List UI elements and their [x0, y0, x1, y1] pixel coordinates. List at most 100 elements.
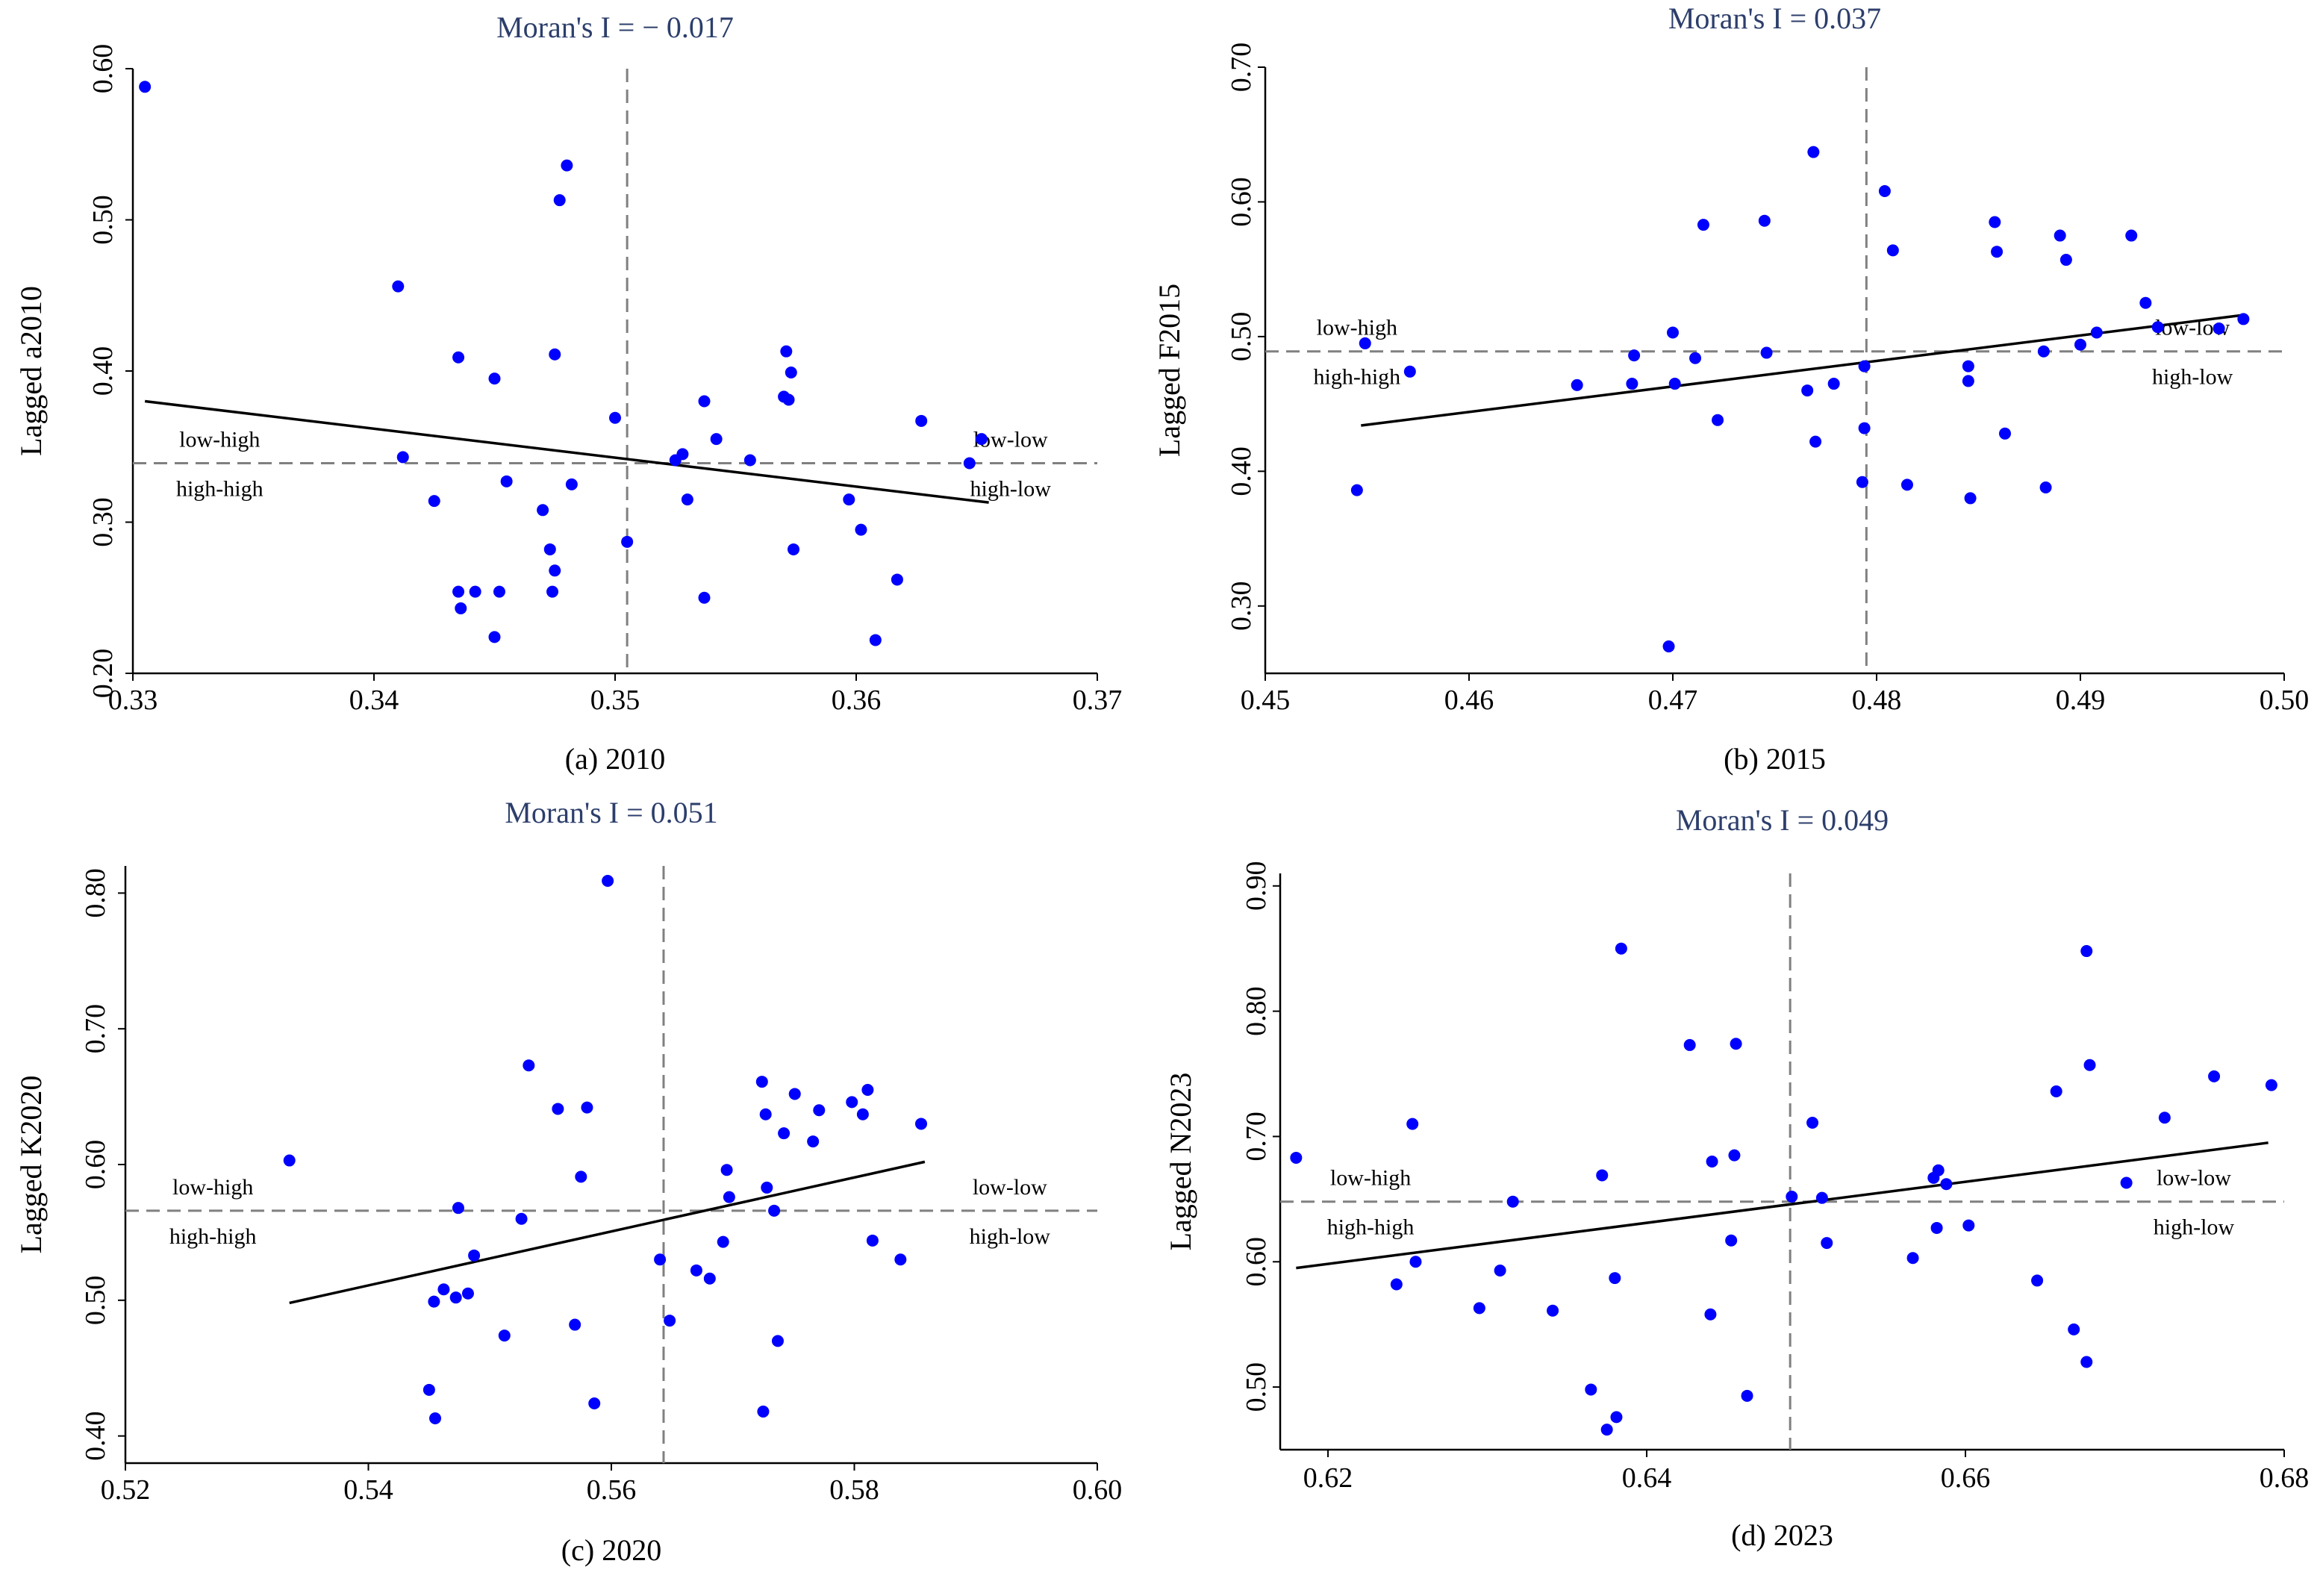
data-point: [1930, 1221, 1943, 1234]
data-point: [2068, 1323, 2080, 1335]
data-point: [1668, 378, 1681, 390]
data-point: [1506, 1195, 1519, 1208]
quadrant-label-high-low: high-low: [2154, 1215, 2235, 1240]
data-point: [2139, 296, 2152, 309]
y-tick-label: 0.60: [1226, 177, 1257, 227]
regression-line: [1361, 314, 2244, 427]
quadrant-label-high-low: high-low: [970, 1224, 1051, 1249]
data-point: [488, 372, 501, 385]
y-tick-label: 0.30: [1226, 582, 1257, 632]
regression-line: [144, 399, 989, 504]
data-point: [500, 475, 513, 487]
data-point: [846, 1096, 858, 1109]
x-tick-label: 0.49: [2056, 685, 2106, 716]
y-tick-label: 0.50: [87, 195, 119, 245]
quadrant-label-low-high: low-high: [1317, 316, 1397, 340]
data-point: [1628, 349, 1641, 362]
data-point: [2208, 1070, 2221, 1082]
data-point: [717, 1235, 729, 1248]
y-tick-label: 0.40: [80, 1411, 111, 1461]
data-point: [1585, 1383, 1597, 1396]
data-point: [549, 564, 561, 577]
panel-2: Moran's I = 0.037 0.45 0.46 0.47 0.48 0.49 0.5…: [1153, 1, 2309, 776]
data-point: [1856, 476, 1868, 488]
data-point: [1547, 1304, 1559, 1317]
x-tick-label: 0.60: [1073, 1474, 1123, 1506]
data-point: [2080, 1356, 2093, 1368]
data-point: [778, 1127, 791, 1140]
data-point: [1494, 1265, 1506, 1277]
data-point: [565, 478, 578, 490]
data-point: [1406, 1117, 1419, 1130]
data-point: [1600, 1424, 1613, 1436]
data-point: [2037, 345, 2050, 358]
data-point: [1827, 378, 1840, 390]
regression-line: [1296, 1141, 2268, 1270]
x-tick-label: 0.34: [349, 685, 399, 716]
data-point: [1359, 337, 1371, 349]
data-point: [488, 631, 501, 643]
panel-1: Moran's I = − 0.017 0.33 0.34 0.35 0.36 0.37 0…: [14, 10, 1122, 776]
data-point: [1704, 1308, 1717, 1321]
data-point: [759, 1108, 772, 1120]
data-point: [1998, 427, 2011, 440]
data-point: [498, 1330, 511, 1342]
data-point: [2074, 338, 2086, 351]
data-point: [1697, 219, 1709, 231]
x-tick-label: 0.56: [587, 1474, 637, 1506]
data-point: [1962, 375, 1974, 387]
data-point: [1809, 435, 1822, 448]
data-point: [437, 1283, 450, 1296]
data-point: [1390, 1278, 1403, 1291]
data-point: [743, 454, 756, 467]
data-point: [468, 1249, 481, 1262]
data-point: [975, 433, 988, 446]
y-tick-label: 0.80: [1241, 986, 1272, 1036]
data-point: [575, 1170, 587, 1183]
y-tick-label: 0.60: [87, 44, 119, 94]
x-tick-label: 0.66: [1941, 1462, 1991, 1494]
data-point: [428, 1295, 440, 1308]
data-point: [2213, 322, 2225, 335]
quadrant-label-high-low: high-low: [970, 477, 1052, 502]
data-point: [785, 367, 797, 379]
quadrant-label-low-high: low-high: [172, 1175, 253, 1200]
data-point: [1473, 1302, 1485, 1315]
data-point: [515, 1212, 528, 1225]
x-tick-label: 0.58: [829, 1474, 879, 1506]
data-point: [523, 1059, 535, 1072]
data-point: [1290, 1151, 1303, 1164]
y-tick-label: 0.40: [87, 346, 119, 396]
data-point: [915, 414, 928, 427]
data-point: [1962, 360, 1974, 372]
panel-title: Moran's I = 0.051: [505, 796, 717, 829]
data-point: [1989, 216, 2001, 228]
data-point: [621, 535, 634, 548]
data-point: [1932, 1164, 1945, 1176]
data-point: [1886, 244, 1899, 257]
quadrant-label-low-low: low-low: [2157, 1166, 2231, 1191]
data-point: [1683, 1038, 1696, 1051]
data-point: [813, 1104, 826, 1117]
data-point: [1409, 1256, 1422, 1268]
panel-4: Moran's I = 0.049 0.62 0.64 0.66 0.68 0.50 0.6…: [1164, 803, 2309, 1552]
data-point: [2054, 229, 2066, 242]
y-tick-label: 0.80: [80, 868, 111, 918]
x-tick-label: 0.64: [1622, 1462, 1672, 1494]
data-point: [698, 395, 711, 408]
x-tick-label: 0.52: [101, 1474, 151, 1506]
data-point: [1741, 1389, 1753, 1402]
data-point: [1403, 365, 1416, 378]
x-tick-label: 0.48: [1852, 685, 1902, 716]
x-tick-label: 0.35: [590, 685, 640, 716]
data-point: [1350, 484, 1363, 496]
data-point: [1760, 346, 1773, 359]
data-point: [452, 351, 465, 364]
y-tick-label: 0.90: [1241, 861, 1272, 911]
y-axis-label: Lagged K2020: [14, 1076, 48, 1254]
y-tick-label: 0.70: [1226, 43, 1257, 93]
data-point: [755, 1076, 768, 1088]
y-tick-label: 0.70: [80, 1004, 111, 1054]
